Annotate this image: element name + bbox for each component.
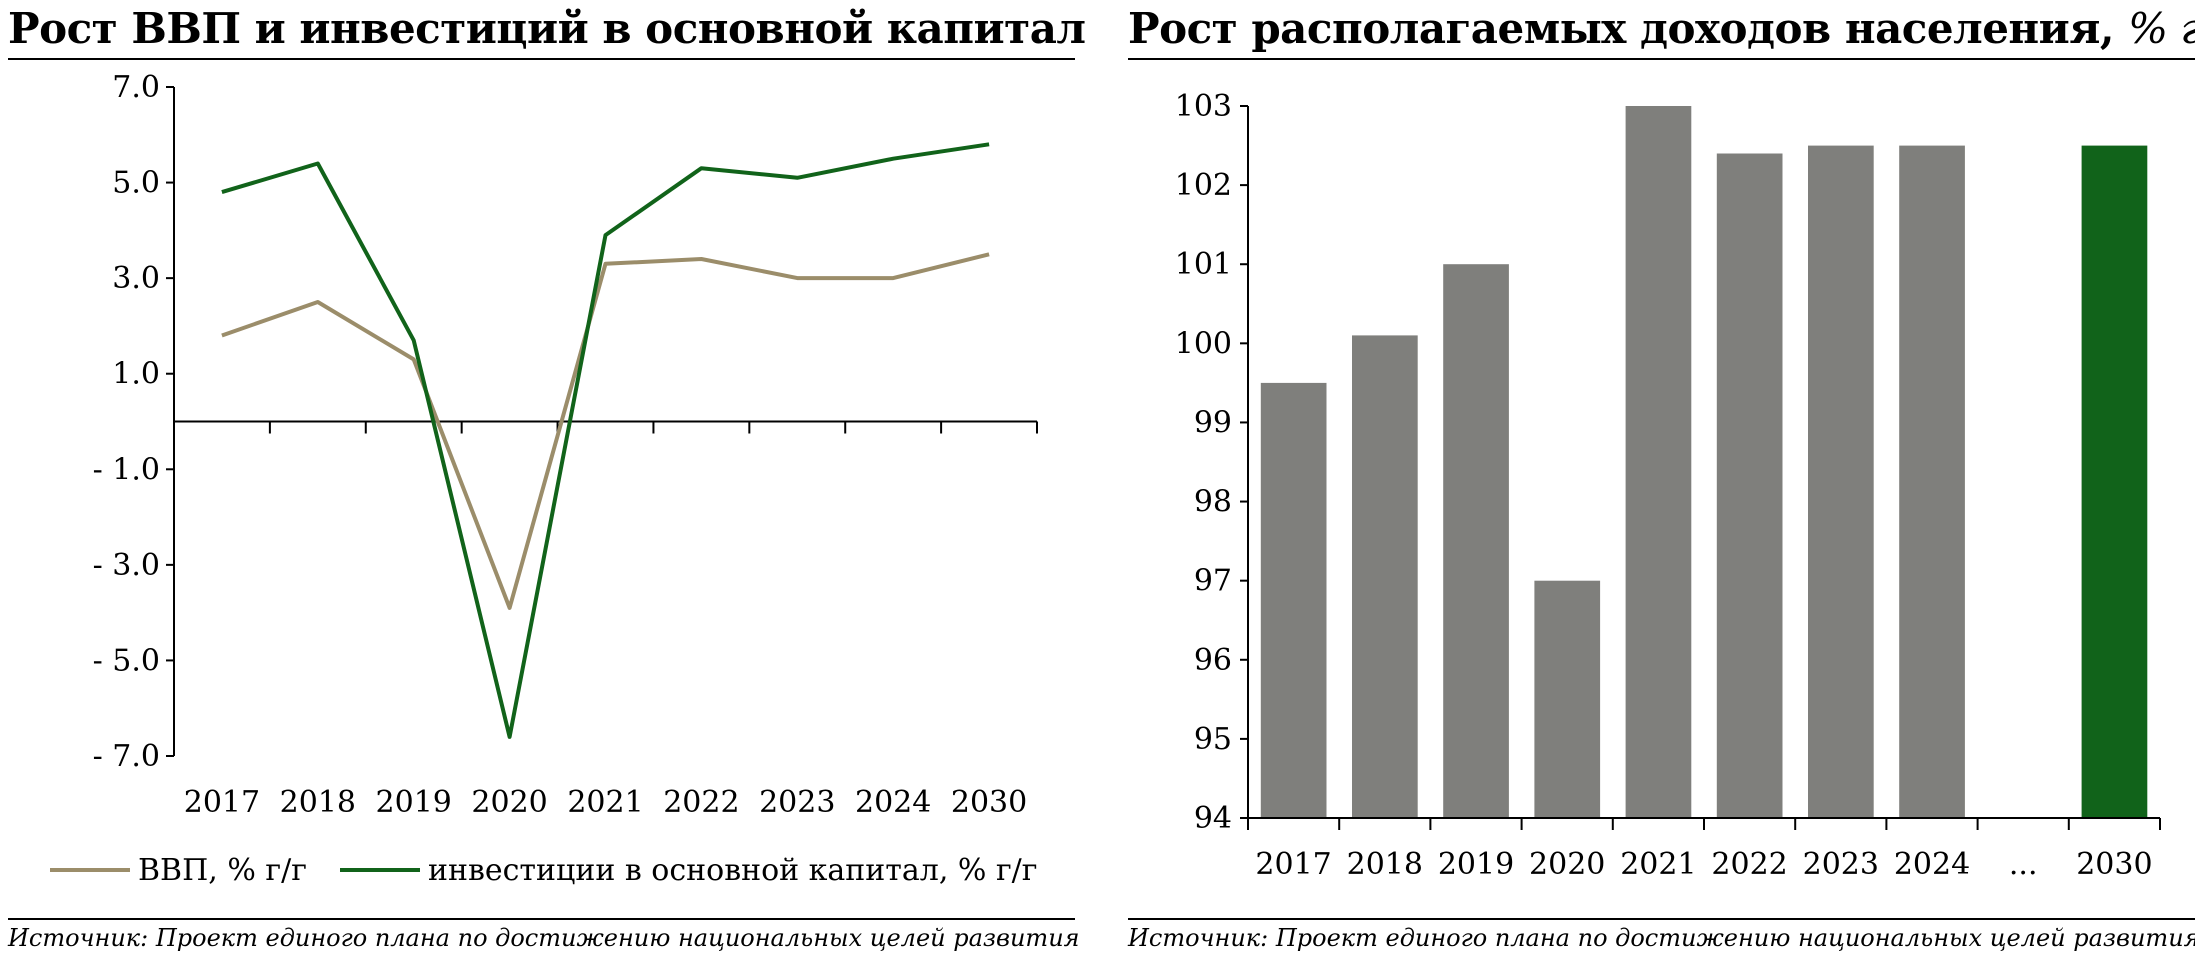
y-tick-label: 99 bbox=[1194, 405, 1232, 440]
x-tick-label: ... bbox=[2009, 847, 2038, 882]
legend-label-investment: инвестиции в основной капитал, % г/г bbox=[428, 853, 1038, 888]
right-source-note: Источник: Проект единого плана по достиж… bbox=[1128, 924, 2195, 952]
x-tick-label: 2021 bbox=[567, 785, 643, 820]
y-tick-label: 102 bbox=[1175, 168, 1232, 203]
y-tick-label: 98 bbox=[1194, 485, 1232, 520]
right-source-rule bbox=[1128, 918, 2195, 920]
x-tick-label: 2030 bbox=[2076, 847, 2152, 882]
x-tick-label: 2024 bbox=[855, 785, 931, 820]
right-title-rule bbox=[1128, 58, 2195, 60]
x-tick-label: 2030 bbox=[951, 785, 1027, 820]
x-tick-label: 2017 bbox=[1255, 847, 1331, 882]
y-tick-label: - 3.0 bbox=[93, 548, 160, 583]
left-title-rule bbox=[8, 58, 1075, 60]
y-tick-label: 1.0 bbox=[112, 357, 160, 392]
x-tick-label: 2024 bbox=[1894, 847, 1970, 882]
x-tick-label: 2022 bbox=[663, 785, 739, 820]
income-bar bbox=[1716, 153, 1783, 818]
income-bar bbox=[1534, 580, 1601, 818]
y-tick-label: 95 bbox=[1194, 722, 1232, 757]
x-tick-label: 2021 bbox=[1620, 847, 1696, 882]
right-chart-title: Рост располагаемых доходов населения, % … bbox=[1128, 4, 2195, 53]
y-tick-label: 96 bbox=[1194, 643, 1232, 678]
x-tick-label: 2019 bbox=[1438, 847, 1514, 882]
y-tick-label: 94 bbox=[1194, 801, 1232, 836]
y-tick-label: 101 bbox=[1175, 247, 1232, 282]
y-tick-label: 97 bbox=[1194, 564, 1232, 599]
right-chart-title-text: Рост располагаемых доходов населения, bbox=[1128, 4, 2114, 53]
income-bar bbox=[1625, 106, 1692, 818]
income-bar-chart: 103 102 101 100 99 98 97 96 95 94 2017 2018 2019 2020… bbox=[1175, 89, 2161, 882]
right-chart-title-unit: % г/г bbox=[2128, 4, 2195, 53]
x-tick-label: 2023 bbox=[759, 785, 835, 820]
x-tick-label: 2020 bbox=[471, 785, 547, 820]
income-bar bbox=[1260, 382, 1327, 818]
y-tick-label: 7.0 bbox=[112, 70, 160, 105]
y-tick-label: - 5.0 bbox=[93, 643, 160, 678]
y-tick-label: - 7.0 bbox=[93, 739, 160, 774]
gdp-series-line bbox=[221, 252, 990, 610]
y-tick-label: 5.0 bbox=[112, 166, 160, 201]
y-tick-label: 100 bbox=[1175, 326, 1232, 361]
left-source-rule bbox=[8, 918, 1075, 920]
y-tick-label: 3.0 bbox=[112, 261, 160, 296]
y-tick-label: 103 bbox=[1175, 89, 1232, 124]
income-bar bbox=[2081, 145, 2148, 819]
investment-series-line bbox=[221, 142, 990, 739]
x-tick-label: 2018 bbox=[1347, 847, 1423, 882]
income-bar bbox=[1808, 145, 1874, 819]
left-source-note: Источник: Проект единого плана по достиж… bbox=[8, 924, 1080, 952]
x-tick-label: 2017 bbox=[184, 785, 260, 820]
x-tick-label: 2023 bbox=[1803, 847, 1879, 882]
y-tick-label: - 1.0 bbox=[93, 452, 160, 487]
income-panel: Рост располагаемых доходов населения, % … bbox=[1120, 0, 2195, 967]
left-chart-title: Рост ВВП и инвестиций в основной капитал bbox=[8, 4, 1086, 53]
legend-label-gdp: ВВП, % г/г bbox=[138, 853, 307, 888]
income-bar bbox=[1352, 335, 1418, 818]
x-tick-label: 2018 bbox=[280, 785, 356, 820]
gdp-investment-panel: Рост ВВП и инвестиций в основной капитал… bbox=[0, 0, 1086, 967]
x-tick-label: 2019 bbox=[376, 785, 452, 820]
gdp-investment-line-chart: 7.0 5.0 3.0 1.0 - 1.0 - 3.0 - 5.0 - 7.0 2017 2018… bbox=[50, 70, 1038, 888]
income-bar bbox=[1443, 264, 1509, 818]
x-tick-label: 2022 bbox=[1711, 847, 1787, 882]
income-bar bbox=[1899, 145, 1965, 819]
x-tick-label: 2020 bbox=[1529, 847, 1605, 882]
